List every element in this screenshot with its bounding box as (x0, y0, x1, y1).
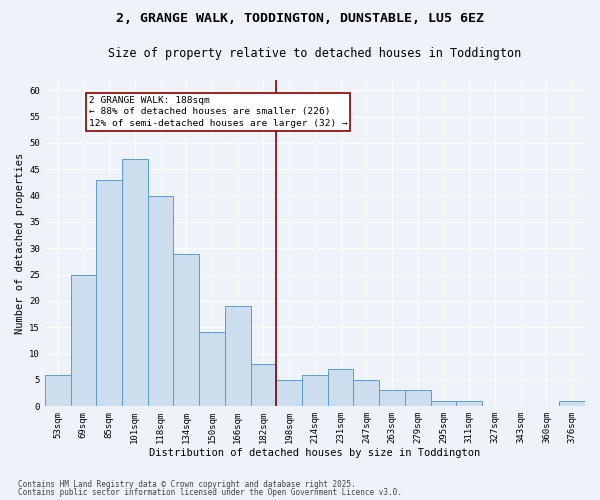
Bar (122, 158, 148, 406)
Bar (559, 401, 585, 406)
Bar (173, 254, 199, 406)
Bar (431, 401, 457, 406)
Text: 2 GRANGE WALK: 188sqm
← 88% of detached houses are smaller (226)
12% of semi-det: 2 GRANGE WALK: 188sqm ← 88% of detached … (89, 96, 347, 128)
Bar (71, 274, 96, 406)
Bar (302, 374, 328, 406)
Text: Contains HM Land Registry data © Crown copyright and database right 2025.: Contains HM Land Registry data © Crown c… (18, 480, 356, 489)
Bar (148, 196, 173, 406)
Bar (199, 332, 225, 406)
Bar (328, 370, 353, 406)
Bar (405, 390, 431, 406)
Bar (379, 390, 405, 406)
Bar (353, 380, 379, 406)
Bar (96, 180, 122, 406)
Bar (251, 364, 277, 406)
Text: Contains public sector information licensed under the Open Government Licence v3: Contains public sector information licen… (18, 488, 402, 497)
Bar (45, 374, 71, 406)
Bar (225, 306, 251, 406)
Text: 2, GRANGE WALK, TODDINGTON, DUNSTABLE, LU5 6EZ: 2, GRANGE WALK, TODDINGTON, DUNSTABLE, L… (116, 12, 484, 26)
Title: Size of property relative to detached houses in Toddington: Size of property relative to detached ho… (108, 48, 521, 60)
Bar (457, 401, 482, 406)
X-axis label: Distribution of detached houses by size in Toddington: Distribution of detached houses by size … (149, 448, 481, 458)
Y-axis label: Number of detached properties: Number of detached properties (15, 152, 25, 334)
Bar (277, 380, 302, 406)
